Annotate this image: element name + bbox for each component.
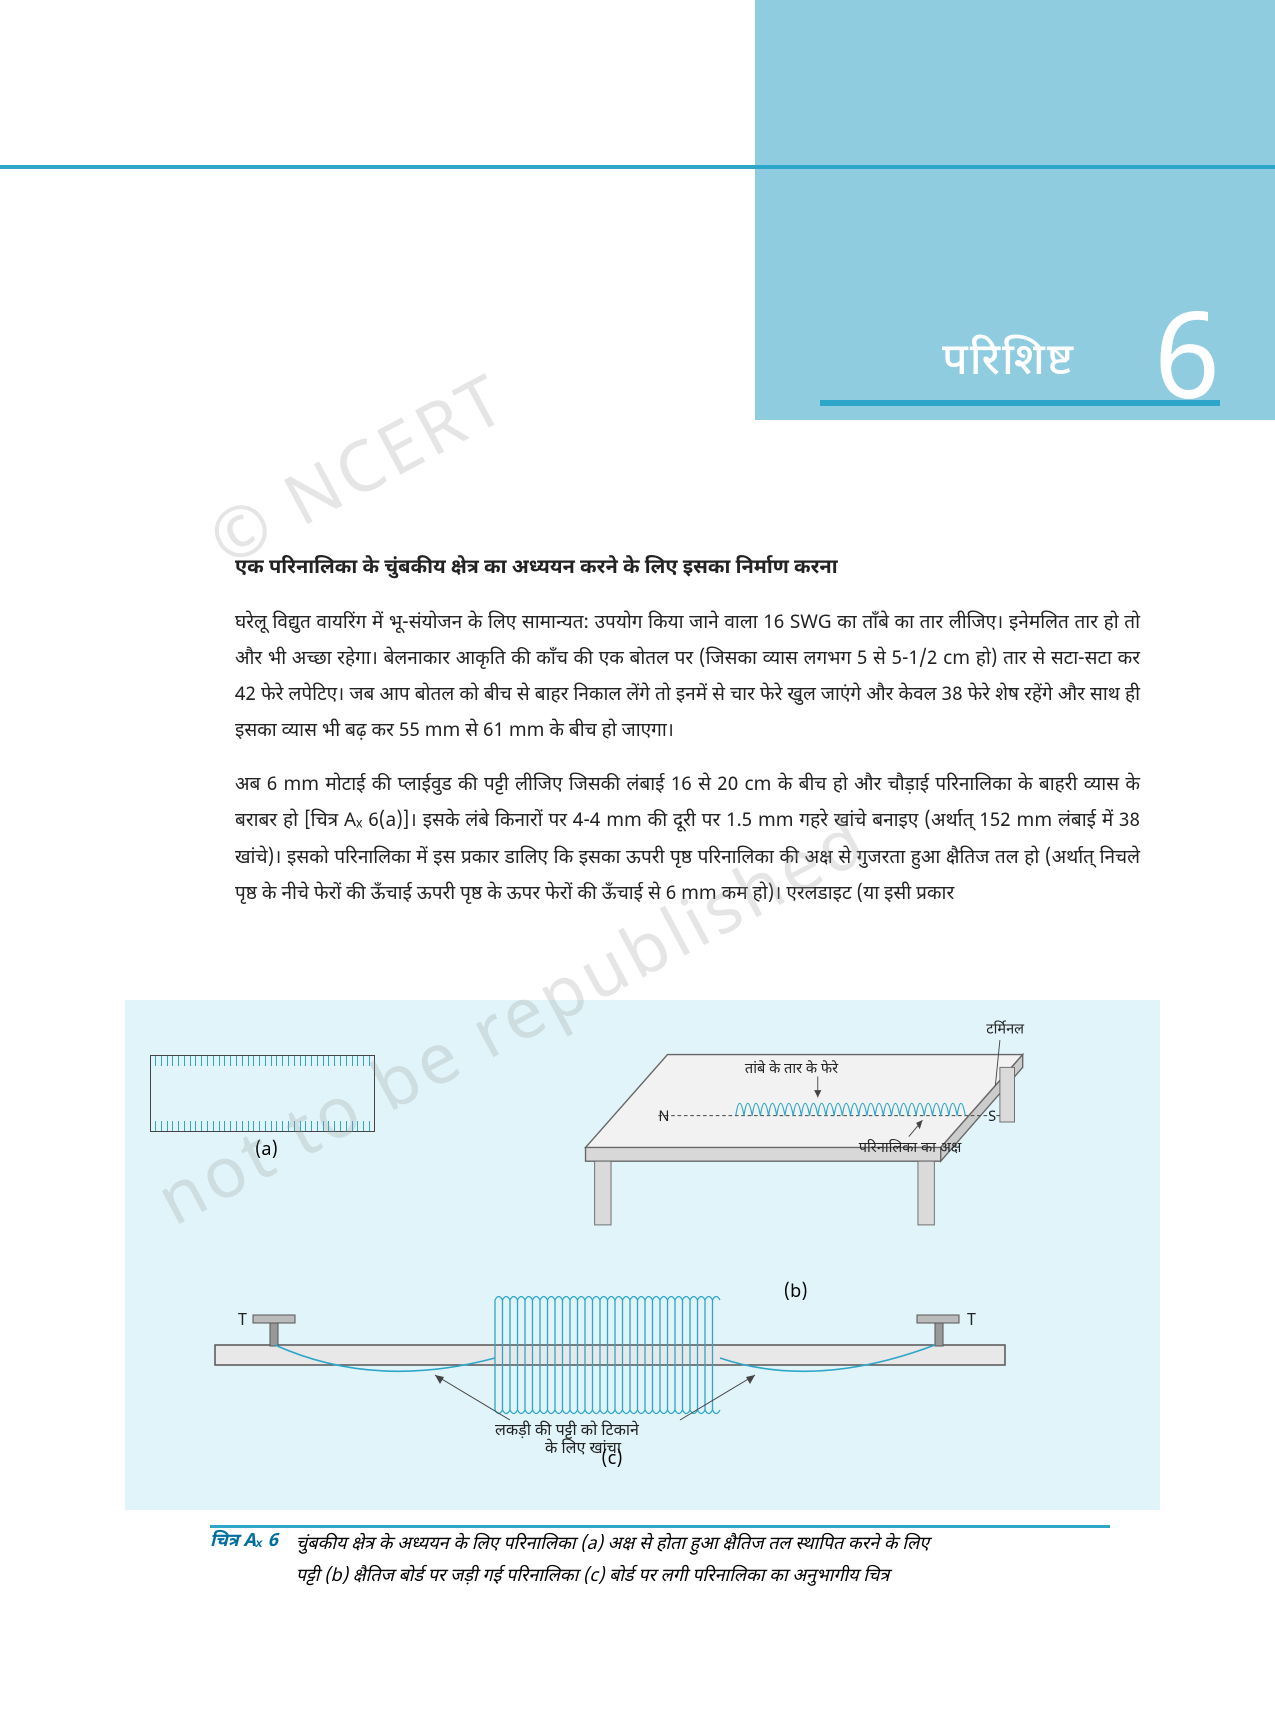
s-label: S bbox=[988, 1108, 996, 1127]
chapter-number: 6 bbox=[1154, 290, 1220, 447]
copper-wire-label: तांबे के तार के फेरे bbox=[745, 1059, 839, 1079]
axis-label: परिनालिका का अक्ष bbox=[859, 1139, 962, 1158]
paragraph-2: अब 6 mm मोटाई की प्लाईवुड की पट्टी लीजिए… bbox=[235, 768, 1140, 912]
figure-a-box bbox=[150, 1055, 375, 1132]
figure-c-label: (c) bbox=[601, 1449, 622, 1472]
t-label-left: T bbox=[238, 1311, 247, 1332]
figure-c: T T लकड़ी की पट्टी को टिकाने के लिए खांच… bbox=[175, 1290, 1045, 1470]
header-rule bbox=[0, 165, 1275, 169]
caption-label: चित्र Aₓ 6 bbox=[210, 1530, 278, 1595]
figure-caption: चित्र Aₓ 6 चुंबकीय क्षेत्र के अध्ययन के … bbox=[210, 1530, 1140, 1595]
chapter-label: परिशिष्ट bbox=[942, 335, 1075, 392]
paragraph-1: घरेलू विद्युत वायरिंग में भू-संयोजन के ल… bbox=[235, 606, 1140, 750]
figure-a-label: (a) bbox=[255, 1140, 278, 1163]
section-title: एक परिनालिका के चुंबकीय क्षेत्र का अध्यय… bbox=[235, 550, 1140, 588]
caption-rule bbox=[210, 1525, 1110, 1528]
figure-b: N S टर्मिनल तांबे के तार के फेरे परिनालि… bbox=[515, 1020, 1075, 1275]
caption-line-2: पट्टी (b) क्षैतिज बोर्ड पर जड़ी गई परिना… bbox=[296, 1566, 890, 1589]
body-text: एक परिनालिका के चुंबकीय क्षेत्र का अध्यय… bbox=[235, 550, 1140, 931]
terminal-label: टर्मिनल bbox=[986, 1020, 1025, 1040]
figure-container: (a) N S टर्मिनल तांबे के तार के फेरे परि… bbox=[125, 1000, 1160, 1510]
t-label-right: T bbox=[967, 1311, 976, 1332]
chapter-underline bbox=[820, 400, 1220, 406]
n-label: N bbox=[658, 1108, 669, 1127]
caption-line-1: चुंबकीय क्षेत्र के अध्ययन के लिए परिनालि… bbox=[296, 1534, 929, 1557]
